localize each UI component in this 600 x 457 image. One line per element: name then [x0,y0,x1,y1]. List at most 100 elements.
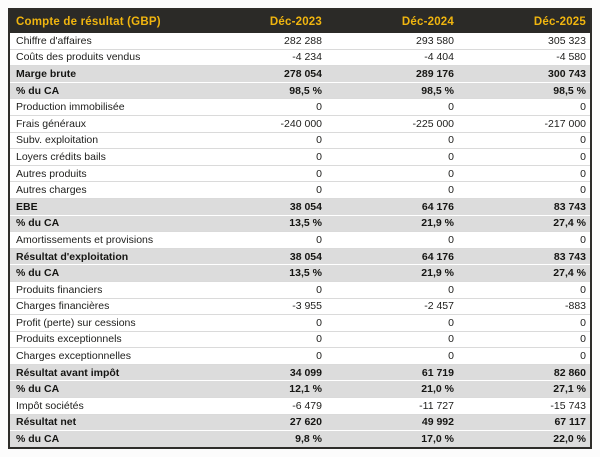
row-value-dec-2024: 0 [448,150,454,163]
row-value-dec-2023: 98,5 % [289,84,322,97]
row-value-dec-2023: 27 620 [289,416,322,429]
row-label: Impôt sociétés [16,399,84,412]
row-label: Profit (perte) sur cessions [16,316,136,329]
row-value-dec-2024: 0 [448,101,454,114]
row-value-dec-2024: 21,0 % [421,383,454,396]
row-value-dec-2023: -6 479 [292,399,322,412]
table-row: Charges exceptionnelles 0 0 0 [10,347,590,364]
table-title: Compte de résultat (GBP) [16,15,161,28]
table-row: Résultat net 27 620 49 992 67 117 [10,413,590,431]
row-value-dec-2023: 282 288 [284,34,322,47]
row-value-dec-2024: 21,9 % [421,267,454,280]
row-label: Coûts des produits vendus [16,51,141,64]
row-value-dec-2024: 0 [448,350,454,363]
table-row: Autres produits 0 0 0 [10,164,590,182]
row-value-dec-2025: 0 [580,283,586,296]
table-row: Coûts des produits vendus -4 234 -4 404 … [10,48,590,66]
table-row: EBE 38 054 64 176 83 743 [10,197,590,215]
row-value-dec-2024: 0 [448,134,454,147]
row-value-dec-2025: 0 [580,233,586,246]
table-row: Frais généraux -240 000 -225 000 -217 00… [10,114,590,132]
row-label: % du CA [16,217,60,230]
row-value-dec-2024: 0 [448,283,454,296]
row-value-dec-2023: 0 [316,283,322,296]
row-value-dec-2024: 98,5 % [421,84,454,97]
row-label: % du CA [16,267,60,280]
row-value-dec-2023: 13,5 % [289,267,322,280]
row-value-dec-2025: 0 [580,134,586,147]
table-row: Subv. exploitation 0 0 0 [10,131,590,149]
row-value-dec-2024: -225 000 [412,117,454,130]
table-row: Résultat d'exploitation 38 054 64 176 83… [10,247,590,265]
table-row: % du CA 98,5 % 98,5 % 98,5 % [10,81,590,99]
table-row: Produits exceptionnels 0 0 0 [10,330,590,348]
row-value-dec-2025: 300 743 [548,67,586,80]
table-row: Résultat avant impôt 34 099 61 719 82 86… [10,363,590,381]
row-label: Résultat net [16,416,77,429]
row-value-dec-2023: 12,1 % [289,383,322,396]
row-value-dec-2024: 21,9 % [421,217,454,230]
column-header-dec-2025: Déc-2025 [533,15,586,28]
row-value-dec-2023: -240 000 [280,117,322,130]
row-value-dec-2025: -883 [564,300,586,313]
row-value-dec-2025: 0 [580,184,586,197]
row-value-dec-2023: 0 [316,150,322,163]
row-value-dec-2023: 38 054 [289,250,322,263]
table-row: Profit (perte) sur cessions 0 0 0 [10,314,590,331]
table-row: Produits financiers 0 0 0 [10,280,590,298]
table-row: % du CA 12,1 % 21,0 % 27,1 % [10,380,590,398]
row-value-dec-2025: 82 860 [553,366,586,379]
row-value-dec-2023: 0 [316,134,322,147]
row-label: % du CA [16,383,60,396]
row-value-dec-2023: 0 [316,350,322,363]
row-value-dec-2025: 0 [580,167,586,180]
row-value-dec-2024: 0 [448,316,454,329]
row-value-dec-2024: 64 176 [421,200,454,213]
row-value-dec-2023: 38 054 [289,200,322,213]
row-value-dec-2024: -4 404 [424,51,454,64]
row-value-dec-2023: 13,5 % [289,217,322,230]
row-value-dec-2025: 27,4 % [553,267,586,280]
row-label: EBE [16,200,38,213]
row-value-dec-2025: 67 117 [554,416,586,429]
row-label: Autres produits [16,167,87,180]
income-statement-table: Compte de résultat (GBP) Déc-2023 Déc-20… [8,8,592,449]
row-label: Frais généraux [16,117,87,130]
row-value-dec-2023: 0 [316,184,322,197]
row-value-dec-2025: 305 323 [548,34,586,47]
table-row: % du CA 13,5 % 21,9 % 27,4 % [10,214,590,232]
row-value-dec-2024: 0 [448,333,454,346]
row-label: Produits financiers [16,283,103,296]
table-row: Loyers crédits bails 0 0 0 [10,148,590,165]
row-value-dec-2025: -217 000 [544,117,586,130]
row-value-dec-2024: 289 176 [416,67,454,80]
row-value-dec-2023: 9,8 % [295,433,322,446]
row-label: Loyers crédits bails [16,150,106,163]
row-value-dec-2025: 0 [580,350,586,363]
table-row: Charges financières -3 955 -2 457 -883 [10,297,590,315]
row-value-dec-2023: 34 099 [289,366,322,379]
row-value-dec-2024: 0 [448,233,454,246]
column-header-dec-2023: Déc-2023 [269,15,322,28]
row-value-dec-2025: -15 743 [550,399,586,412]
row-label: Chiffre d'affaires [16,34,92,47]
column-header-dec-2024: Déc-2024 [401,15,454,28]
row-label: Résultat avant impôt [16,366,120,379]
row-value-dec-2025: 0 [580,316,586,329]
row-value-dec-2025: 0 [580,333,586,346]
table-row: Autres charges 0 0 0 [10,181,590,198]
table-row: Chiffre d'affaires 282 288 293 580 305 3… [10,33,590,49]
row-value-dec-2023: -3 955 [292,300,322,313]
row-value-dec-2024: 293 580 [416,34,454,47]
row-value-dec-2025: 22,0 % [553,433,586,446]
row-value-dec-2024: 61 719 [421,366,454,379]
row-label: Charges exceptionnelles [16,350,131,363]
row-value-dec-2025: 83 743 [553,200,586,213]
row-value-dec-2025: 83 743 [553,250,586,263]
row-value-dec-2025: 27,4 % [553,217,586,230]
row-label: % du CA [16,433,60,446]
row-value-dec-2023: 0 [316,101,322,114]
row-value-dec-2023: 0 [316,167,322,180]
row-value-dec-2023: -4 234 [292,51,322,64]
row-label: Production immobilisée [16,101,125,114]
